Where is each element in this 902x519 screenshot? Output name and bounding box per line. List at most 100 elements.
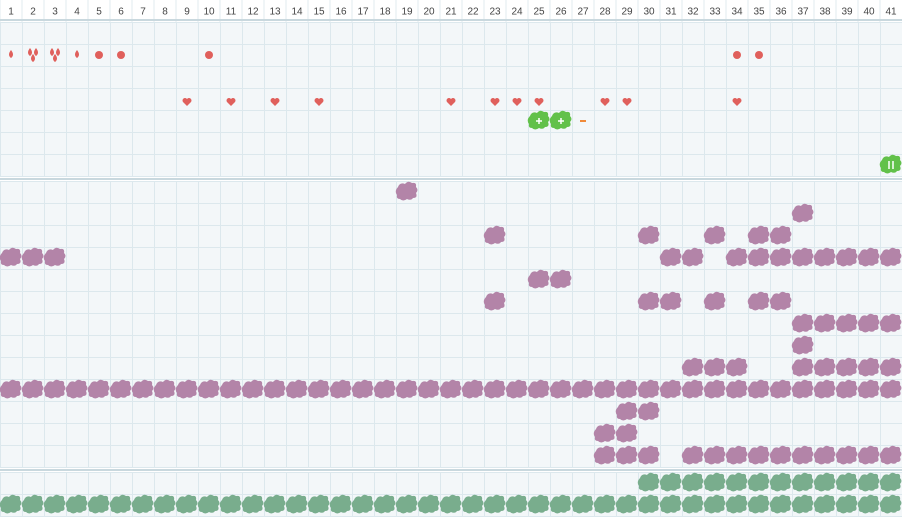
green-blob: [109, 494, 132, 514]
purple-blob: [593, 379, 616, 399]
column-number: 23: [489, 7, 501, 18]
column-number: 16: [335, 7, 347, 18]
section-bg: [0, 181, 902, 467]
column-number: 38: [819, 7, 831, 18]
green-blob: [615, 494, 638, 514]
green-blob: [153, 494, 176, 514]
purple-blob: [703, 357, 726, 377]
dot: [733, 51, 741, 59]
column-number: 15: [313, 7, 325, 18]
green-blob: [373, 494, 396, 514]
heart: [314, 98, 324, 106]
purple-blob: [637, 291, 660, 311]
heart: [600, 98, 610, 106]
green-action: [879, 154, 902, 174]
heart: [226, 98, 236, 106]
purple-blob: [769, 379, 792, 399]
purple-blob: [791, 335, 814, 355]
row: [791, 335, 814, 355]
purple-blob: [813, 313, 836, 333]
column-number: 39: [841, 7, 853, 18]
green-blob: [65, 494, 88, 514]
purple-blob: [769, 225, 792, 245]
purple-blob: [483, 225, 506, 245]
purple-blob: [857, 379, 880, 399]
row: [0, 247, 902, 267]
purple-blob: [791, 313, 814, 333]
purple-blob: [791, 379, 814, 399]
column-number: 6: [118, 7, 124, 18]
purple-blob: [857, 445, 880, 465]
purple-blob: [659, 379, 682, 399]
green-blob: [681, 472, 704, 492]
green-blob: [241, 494, 264, 514]
heart: [534, 97, 544, 106]
purple-blob: [637, 401, 660, 421]
purple-blob: [637, 225, 660, 245]
purple-blob: [615, 423, 638, 443]
column-number: 19: [401, 7, 413, 18]
column-number: 31: [665, 7, 677, 18]
heart: [182, 98, 192, 106]
purple-blob: [593, 445, 616, 465]
purple-blob: [681, 445, 704, 465]
row: [593, 423, 638, 443]
column-number: 17: [357, 7, 369, 18]
green-blob: [219, 494, 242, 514]
column-number: 35: [753, 7, 765, 18]
column-number: 25: [533, 7, 545, 18]
purple-blob: [857, 247, 880, 267]
column-number: 11: [226, 7, 237, 18]
green-blob: [725, 494, 748, 514]
green-blob: [769, 472, 792, 492]
header-bg: [0, 0, 902, 22]
green-blob: [879, 494, 902, 514]
drop: [28, 48, 32, 56]
purple-blob: [615, 379, 638, 399]
purple-blob: [21, 379, 44, 399]
green-blob: [263, 494, 286, 514]
purple-blob: [703, 445, 726, 465]
column-number: 22: [467, 7, 479, 18]
green-blob: [703, 472, 726, 492]
purple-blob: [549, 379, 572, 399]
column-number: 29: [621, 7, 633, 18]
green-blob: [285, 494, 308, 514]
purple-blob: [879, 379, 902, 399]
purple-blob: [725, 357, 748, 377]
purple-blob: [593, 423, 616, 443]
column-number: 37: [797, 7, 809, 18]
green-blob: [351, 494, 374, 514]
purple-blob: [725, 379, 748, 399]
green-blob: [483, 494, 506, 514]
drop: [34, 48, 38, 56]
purple-blob: [747, 225, 770, 245]
green-blob: [791, 472, 814, 492]
green-blob: [637, 494, 660, 514]
green-blob: [549, 494, 572, 514]
green-blob: [835, 494, 858, 514]
purple-blob: [791, 357, 814, 377]
purple-blob: [659, 247, 682, 267]
row: [527, 110, 586, 130]
purple-blob: [417, 379, 440, 399]
heart: [270, 98, 280, 106]
purple-blob: [373, 379, 396, 399]
green-blob: [571, 494, 594, 514]
row: [681, 357, 902, 377]
purple-blob: [769, 291, 792, 311]
purple-blob: [219, 379, 242, 399]
purple-blob: [659, 291, 682, 311]
green-blob: [725, 472, 748, 492]
purple-blob: [769, 247, 792, 267]
green-blob: [21, 494, 44, 514]
purple-blob: [175, 379, 198, 399]
green-blob: [329, 494, 352, 514]
column-number: 30: [643, 7, 655, 18]
purple-blob: [703, 291, 726, 311]
drop: [50, 48, 54, 56]
purple-blob: [131, 379, 154, 399]
row: [593, 445, 902, 465]
row: [527, 269, 572, 289]
purple-blob: [769, 445, 792, 465]
